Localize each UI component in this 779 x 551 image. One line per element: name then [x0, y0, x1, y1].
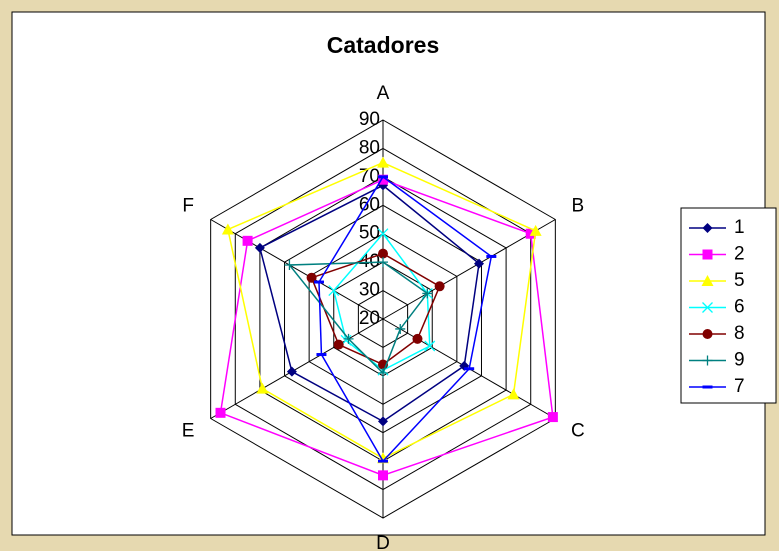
data-point	[395, 323, 406, 334]
data-point	[221, 223, 234, 235]
data-point	[424, 340, 436, 352]
data-point	[333, 339, 344, 350]
data-point	[313, 280, 324, 284]
legend-marker	[701, 275, 714, 286]
category-label: A	[377, 83, 390, 104]
data-point	[486, 254, 497, 258]
data-point	[378, 257, 388, 268]
r-tick-label: 50	[359, 223, 380, 244]
legend-marker	[702, 329, 713, 339]
legend-marker	[702, 355, 713, 366]
data-point	[434, 281, 445, 292]
r-tick-label: 60	[359, 194, 380, 215]
r-tick-label: 80	[359, 137, 380, 158]
category-label: C	[571, 421, 585, 442]
data-point	[412, 333, 423, 344]
legend-marker	[702, 385, 713, 389]
data-point	[378, 416, 388, 427]
data-point	[547, 412, 558, 423]
data-point	[474, 258, 485, 269]
data-point	[316, 353, 327, 357]
legend-label: 9	[734, 350, 745, 371]
legend-box	[680, 207, 777, 404]
data-point	[328, 285, 340, 297]
legend-label: 8	[734, 323, 745, 344]
chart-title: Catadores	[327, 32, 439, 58]
r-tick-label: 90	[359, 109, 380, 130]
data-point	[215, 407, 226, 418]
data-point	[378, 470, 388, 481]
data-point	[378, 459, 388, 463]
data-point	[378, 368, 388, 379]
legend-label: 7	[734, 376, 745, 397]
data-point	[377, 156, 389, 168]
data-point	[256, 382, 269, 394]
legend-marker	[702, 302, 713, 313]
legend-marker	[702, 223, 713, 233]
legend-label: 1	[734, 217, 745, 238]
category-label: B	[572, 196, 585, 217]
category-label: D	[376, 533, 390, 551]
data-point	[286, 366, 297, 377]
data-point	[284, 259, 295, 270]
legend-label: 5	[734, 270, 745, 291]
category-label: E	[182, 421, 195, 442]
data-point	[525, 228, 536, 239]
data-point	[378, 248, 388, 259]
data-point	[254, 242, 265, 253]
r-tick-label: 30	[359, 280, 380, 301]
data-point	[377, 228, 389, 240]
spoke	[210, 219, 384, 320]
data-point	[464, 367, 475, 371]
category-label: F	[182, 196, 194, 217]
data-point	[422, 288, 433, 299]
data-point	[306, 272, 317, 283]
legend-label: 2	[734, 244, 745, 265]
data-point	[529, 224, 542, 236]
data-point	[507, 388, 520, 400]
data-point	[343, 333, 354, 344]
chart-area	[11, 11, 766, 536]
data-point	[378, 175, 388, 179]
spoke	[210, 318, 384, 419]
data-point	[242, 235, 253, 246]
data-point	[378, 174, 388, 185]
legend-label: 6	[734, 297, 745, 318]
legend-marker	[702, 249, 713, 260]
